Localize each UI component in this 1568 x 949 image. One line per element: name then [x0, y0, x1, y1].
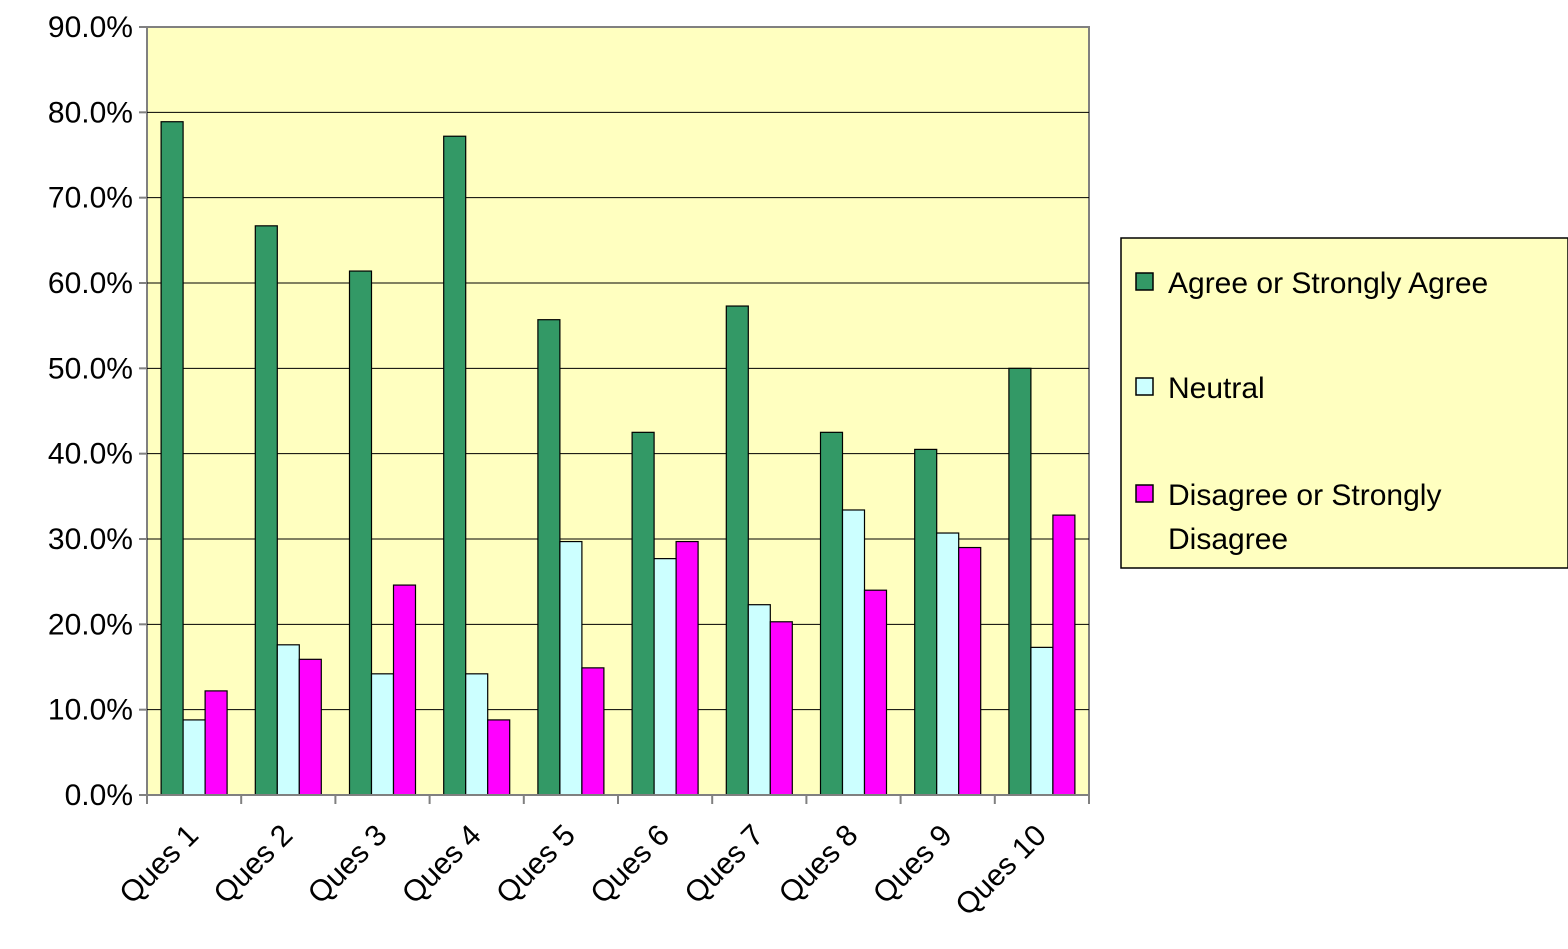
bar [1030, 646, 1054, 796]
bar [958, 546, 982, 796]
legend-label: Disagree [1168, 523, 1288, 556]
bar [841, 509, 866, 796]
y-tick-label: 30.0% [48, 523, 133, 556]
legend-label: Disagree or Strongly [1168, 479, 1441, 512]
bar [819, 431, 844, 796]
x-tick-label: Ques 2 [208, 819, 300, 911]
x-tick-label: Ques 8 [773, 819, 865, 911]
legend-label: Neutral [1168, 372, 1265, 405]
bars [160, 121, 1076, 796]
bar [537, 319, 561, 796]
bar [160, 121, 184, 796]
bar [392, 584, 417, 796]
x-tick-label: Ques 7 [679, 819, 771, 911]
bar [675, 540, 699, 796]
legend: Agree or Strongly Agree Neutral Disagree o… [1120, 237, 1568, 569]
bar [254, 225, 278, 796]
bar [1008, 367, 1032, 796]
bar [936, 532, 960, 796]
x-tick-label: Ques 4 [396, 819, 488, 911]
x-tick-label: Ques 1 [113, 819, 205, 911]
bar [1052, 514, 1076, 796]
x-tick-label: Ques 3 [302, 819, 394, 911]
bar [559, 540, 583, 796]
legend-label: Agree or Strongly Agree [1168, 267, 1488, 300]
legend-swatch [1135, 484, 1154, 503]
bar [348, 270, 373, 796]
legend-box [1120, 237, 1568, 569]
bar [631, 431, 655, 796]
bar [581, 667, 605, 796]
y-tick-label: 80.0% [48, 96, 133, 129]
x-tick-label: Ques 10 [949, 819, 1053, 923]
bar [298, 658, 322, 796]
bar [182, 719, 206, 796]
y-tick-label: 60.0% [48, 267, 133, 300]
y-tick-label: 50.0% [48, 352, 133, 385]
y-tick-label: 10.0% [48, 694, 133, 727]
legend-swatch [1135, 377, 1154, 396]
bar [653, 558, 677, 796]
y-tick-label: 0.0% [65, 779, 133, 812]
x-tick-label: Ques 9 [867, 819, 959, 911]
x-tick-label: Ques 5 [490, 819, 582, 911]
bar [863, 589, 888, 796]
bar [487, 719, 511, 796]
bar [769, 621, 793, 796]
y-tick-label: 90.0% [48, 11, 133, 44]
y-tick-label: 70.0% [48, 182, 133, 215]
bar [747, 604, 771, 796]
bar [370, 673, 395, 796]
bar [465, 673, 489, 796]
bar [725, 305, 749, 796]
y-tick-label: 20.0% [48, 608, 133, 641]
bar [276, 644, 300, 796]
bar [443, 135, 467, 796]
bar [914, 448, 938, 796]
legend-swatch [1135, 272, 1154, 291]
y-tick-label: 40.0% [48, 438, 133, 471]
x-tick-label: Ques 6 [584, 819, 676, 911]
bar [204, 690, 228, 796]
